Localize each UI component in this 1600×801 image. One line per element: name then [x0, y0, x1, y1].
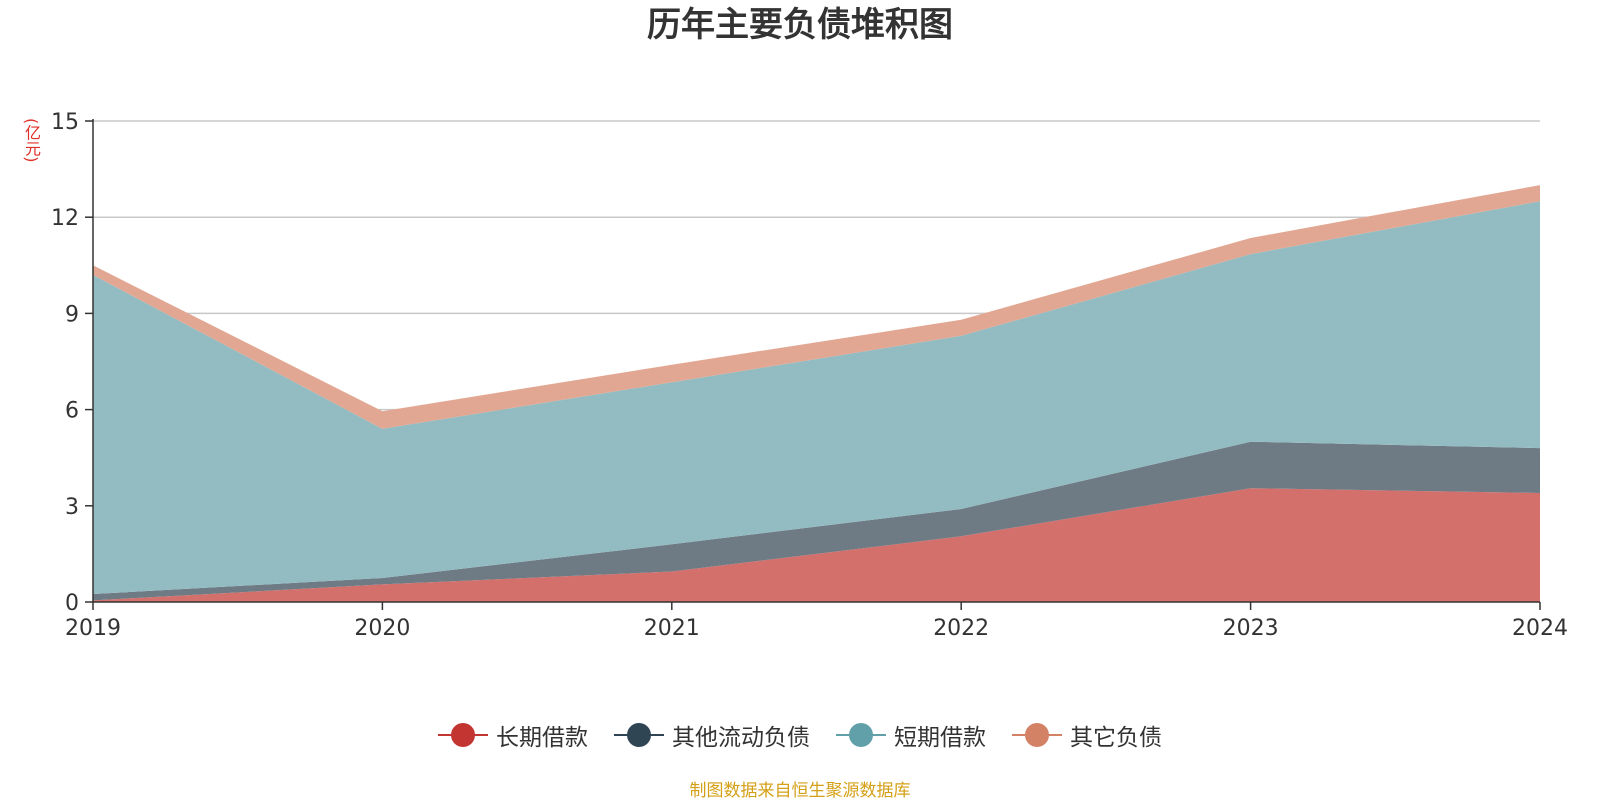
legend-item[interactable]: 短期借款 — [836, 718, 986, 752]
legend-label: 其它负债 — [1070, 725, 1162, 751]
series-area — [93, 488, 1540, 602]
x-tick-label: 2022 — [933, 616, 989, 641]
y-tick-label: 15 — [51, 110, 79, 135]
legend: 长期借款 其他流动负债 短期借款 其它负债 — [0, 718, 1600, 752]
chart-title: 历年主要负债堆积图 — [647, 5, 953, 45]
legend-label: 其他流动负债 — [672, 725, 810, 751]
legend-marker-icon — [836, 723, 886, 747]
y-tick-label: 0 — [65, 591, 79, 616]
legend-item[interactable]: 其它负债 — [1012, 718, 1162, 752]
legend-label: 长期借款 — [496, 725, 588, 751]
legend-item[interactable]: 其他流动负债 — [614, 718, 810, 752]
x-tick-label: 2023 — [1223, 616, 1279, 641]
legend-item[interactable]: 长期借款 — [438, 718, 588, 752]
legend-marker-icon — [614, 723, 664, 747]
source-note: 制图数据来自恒生聚源数据库 — [689, 781, 911, 801]
x-tick-label: 2021 — [644, 616, 700, 641]
x-tick-label: 2020 — [354, 616, 410, 641]
x-tick-label: 2024 — [1512, 616, 1568, 641]
y-tick-label: 9 — [65, 302, 79, 327]
x-tick-label: 2019 — [65, 616, 121, 641]
y-tick-label: 3 — [65, 495, 79, 520]
y-tick-label: 12 — [51, 206, 79, 231]
series-areas — [93, 185, 1540, 602]
axes: 0 3 6 9 12 15 2019 2020 2021 2022 2023 2024 — [51, 110, 1568, 641]
y-axis-unit-label: (亿元) — [22, 118, 41, 163]
series-area — [93, 441, 1540, 601]
y-tick-label: 6 — [65, 399, 79, 424]
legend-marker-icon — [438, 723, 488, 747]
legend-label: 短期借款 — [894, 725, 986, 751]
legend-marker-icon — [1012, 723, 1062, 747]
series-area — [93, 201, 1540, 594]
